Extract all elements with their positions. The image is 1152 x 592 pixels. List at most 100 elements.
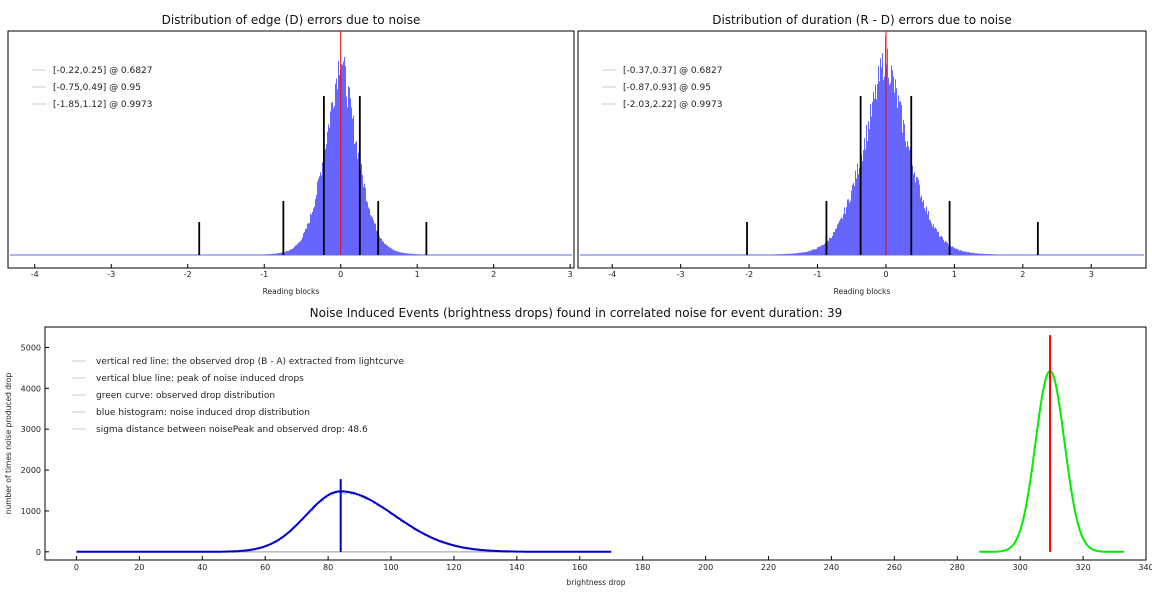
histogram-bar [936,229,937,255]
histogram-bar [837,224,838,255]
histogram-bar [926,206,927,255]
histogram [773,36,996,256]
x-tick-label: 100 [383,563,398,572]
histogram-bar [919,184,920,255]
histogram-bar [271,253,272,255]
y-tick-label: 4000 [21,384,41,393]
histogram-bar [994,254,995,255]
x-tick-label: 0 [338,270,343,279]
histogram-bar [370,214,371,255]
histogram-bar [337,89,338,255]
histogram-bar [897,107,898,255]
histogram-bar [985,254,986,255]
histogram-bar [276,253,277,255]
legend-entry: [-0.75,0.49] @ 0.95 [53,83,141,93]
x-tick-label: 3 [1089,270,1094,279]
plot-frame [7,30,575,269]
x-tick-label: 180 [635,563,650,572]
histogram-bar [336,78,337,255]
histogram-bar [935,227,936,255]
histogram-bar [859,167,860,255]
histogram-bar [320,172,321,255]
histogram-bar [321,175,322,255]
histogram-bar [295,245,296,255]
histogram-bar [299,241,300,255]
histogram-bar [898,95,899,255]
histogram-bar [368,207,369,255]
histogram-bar [895,79,896,255]
histogram-bar [829,237,830,255]
histogram-bar [774,254,775,255]
histogram-bar [875,84,876,256]
histogram-bar [274,253,275,255]
histogram-bar [416,254,417,255]
histogram-bar [357,158,358,255]
histogram-bar [905,141,906,255]
histogram-bar [367,202,368,255]
x-tick-label: 0 [883,270,888,279]
histogram-bar [366,201,367,255]
histogram-bar [991,254,992,255]
x-tick-label: -2 [745,270,753,279]
histogram-bar [920,197,921,255]
histogram-bar [928,210,929,255]
legend-entry: [-0.22,0.25] @ 0.6827 [53,66,152,76]
x-tick-label: 340 [1138,563,1152,572]
legend-entry: [-0.87,0.93] @ 0.95 [623,83,711,93]
x-tick-label: -3 [677,270,685,279]
histogram-bar [915,182,916,255]
x-tick-label: 260 [887,563,902,572]
x-tick-label: 20 [134,563,144,572]
histogram-bar [828,240,829,255]
histogram-bar [815,249,816,255]
histogram-bar [349,87,350,256]
histogram-bar [338,60,339,255]
histogram-bar [872,101,873,255]
histogram-bar [877,84,878,256]
histogram-bar [921,195,922,255]
x-axis-label: Reading blocks [263,287,320,296]
histogram-bar [316,194,317,255]
histogram-bar [995,254,996,255]
histogram-bar [400,252,401,255]
histogram-bar [941,236,942,255]
x-tick-label: 3 [568,270,573,279]
histogram-bar [881,67,882,256]
legend-entry: vertical red line: the observed drop (B … [96,357,404,367]
histogram-bar [364,183,365,255]
histogram-bar [846,206,847,255]
y-tick-label: 3000 [21,425,41,434]
x-tick-label: 2 [491,270,496,279]
histogram-bar [850,200,851,255]
histogram-bar [384,243,385,255]
panel-edge-errors: Distribution of edge (D) errors due to n… [7,13,575,296]
histogram-bar [344,56,345,255]
histogram-bar [372,217,373,255]
histogram-bar [892,70,893,256]
histogram-bar [269,254,270,255]
histogram-bar [940,236,941,255]
histogram-bar [294,246,295,255]
histogram-bar [284,252,285,255]
histogram-bar [976,253,977,255]
chart-title: Noise Induced Events (brightness drops) … [310,306,843,320]
histogram-bar [406,253,407,255]
x-tick-label: 1 [415,270,420,279]
histogram-bar [264,254,265,255]
histogram-bar [792,253,793,255]
histogram-bar [984,253,985,255]
histogram-bar [298,242,299,255]
histogram-bar [802,252,803,255]
histogram-bar [958,249,959,255]
histogram-bar [853,183,854,255]
histogram-bar [838,223,839,255]
histogram-bar [964,251,965,255]
histogram-bar [275,253,276,255]
histogram-bar [417,254,418,255]
histogram-bar [866,124,867,255]
histogram-bar [800,252,801,255]
histogram-bar [314,206,315,255]
histogram-bar [309,222,310,255]
histogram-bar [778,254,779,255]
histogram-bar [395,250,396,255]
